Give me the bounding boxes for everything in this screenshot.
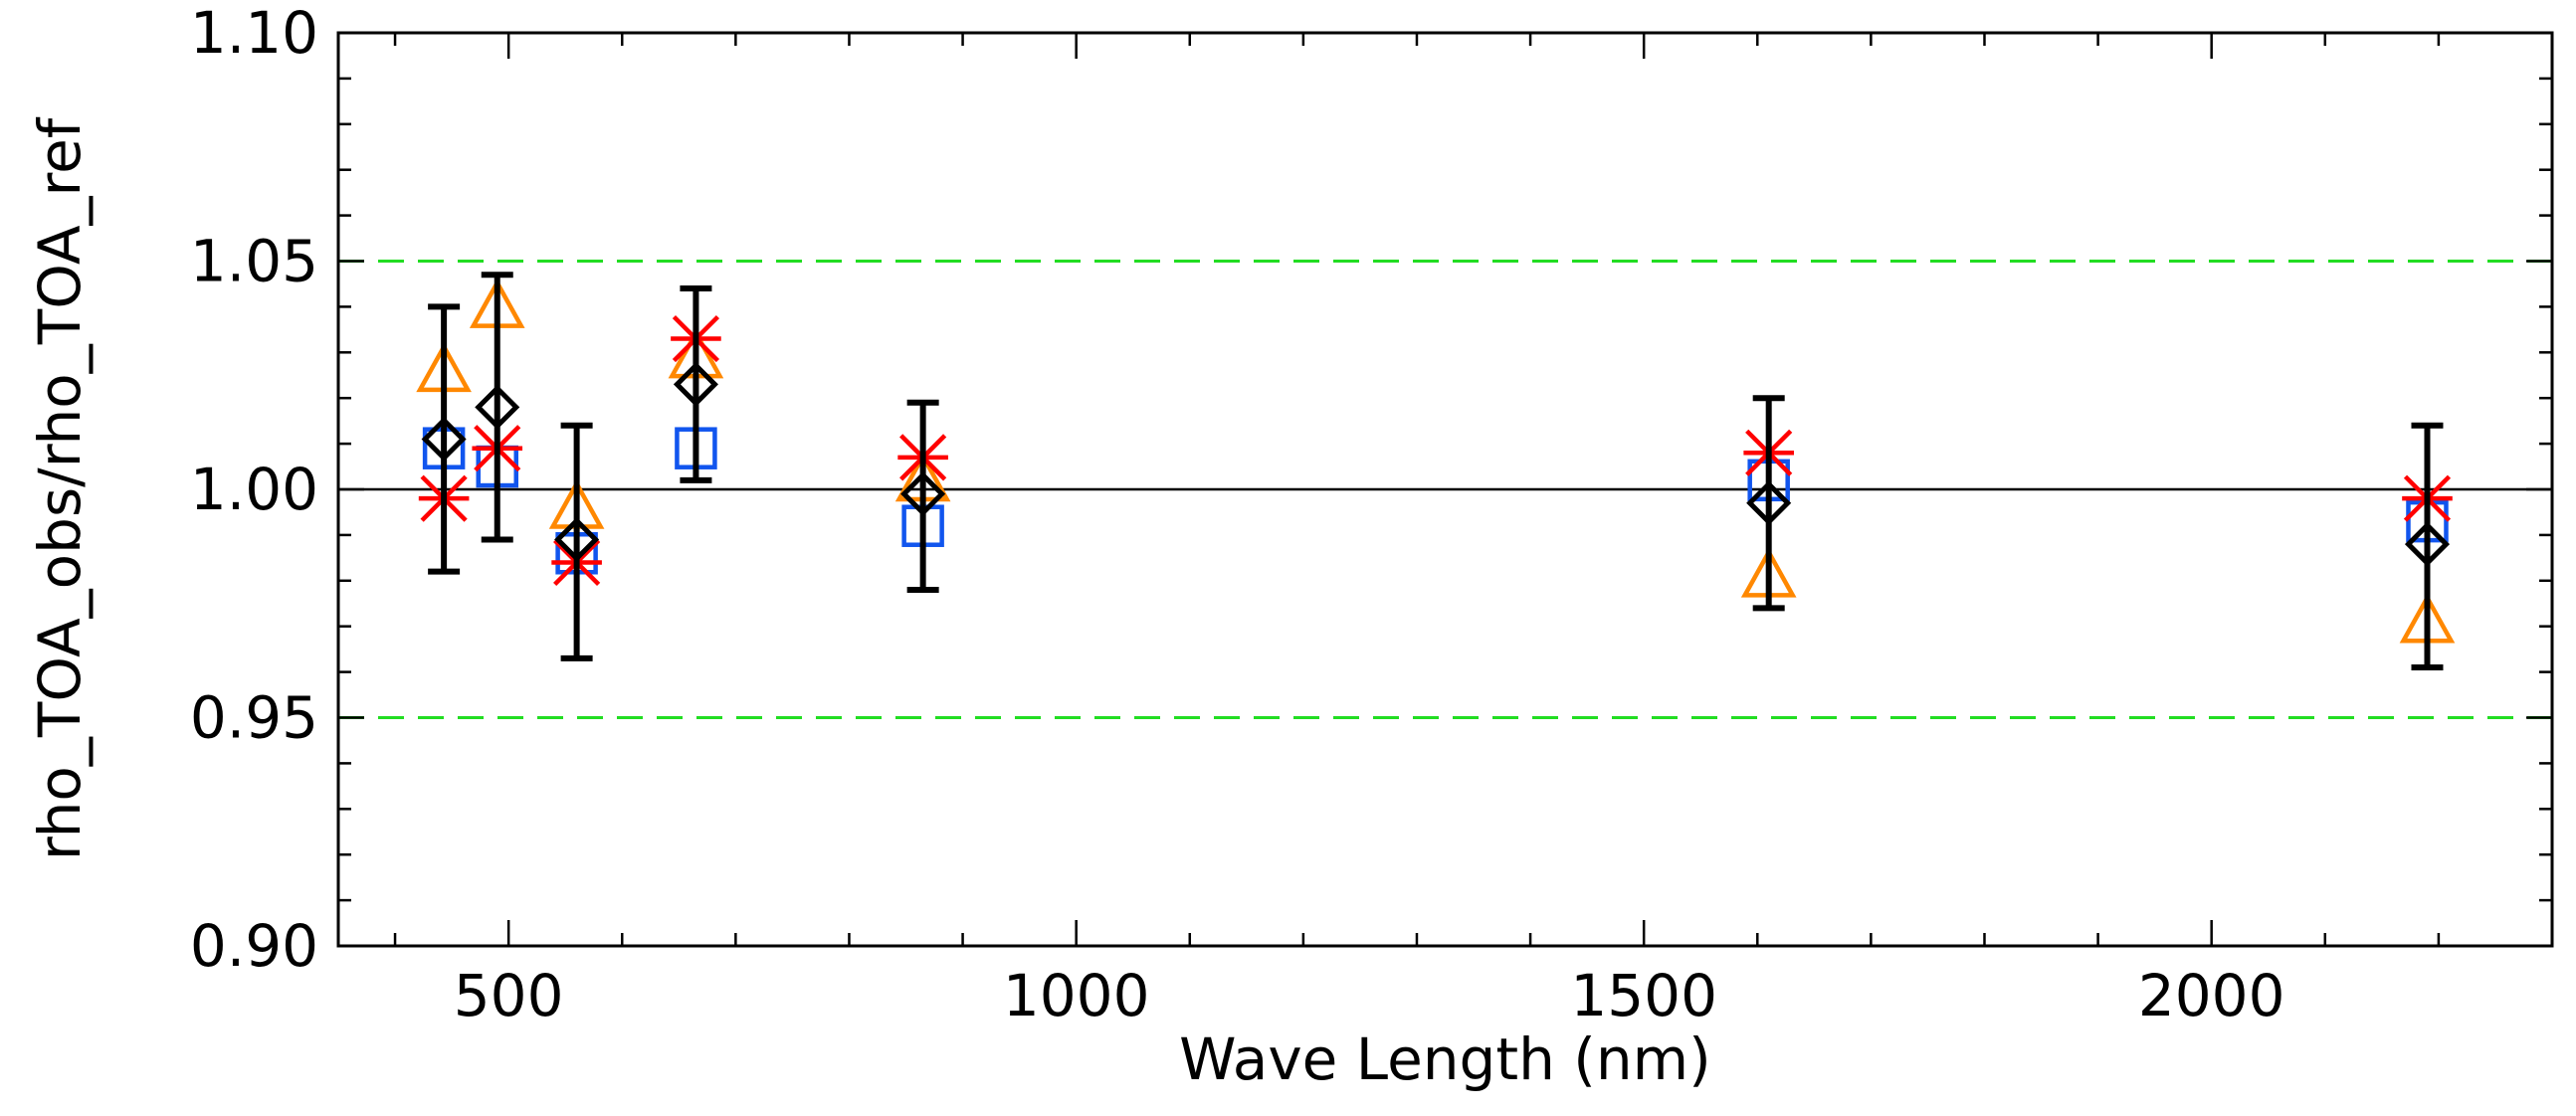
x-tick-label: 1000: [1003, 962, 1150, 1029]
x-tick-label: 1500: [1570, 962, 1717, 1029]
y-tick-label: 1.10: [190, 0, 318, 67]
error-bar: [560, 422, 593, 661]
diamond-marker: [475, 384, 520, 430]
error-bar: [680, 285, 712, 483]
x-tick-label: 2000: [2138, 962, 2285, 1029]
diamond-marker: [673, 361, 718, 407]
x-axis-title: Wave Length (nm): [1179, 1025, 1711, 1093]
y-axis-title: rho_TOA_obs/rho_TOA_ref: [26, 116, 94, 860]
diamond-marker: [1746, 480, 1792, 526]
error-bar: [481, 272, 513, 543]
diamond-marker: [2404, 521, 2451, 567]
data-marks: [416, 272, 2456, 671]
diamond-marker: [900, 471, 946, 517]
diamond-marker: [554, 516, 600, 563]
error-bar: [428, 303, 461, 575]
y-tick-label: 1.05: [190, 228, 318, 295]
y-tick-label: 1.00: [190, 456, 318, 523]
diamond-marker: [421, 416, 467, 463]
error-bar: [1752, 395, 1785, 612]
error-bar: [906, 399, 939, 593]
plot-frame: [336, 31, 2554, 948]
tick-labels: 500 1000 1500 2000 0.90 0.95 1.00 1.05 1.10: [190, 0, 2285, 1029]
axis-ticks: [338, 31, 2554, 948]
x-tick-label: 500: [454, 962, 564, 1029]
error-bar: [2411, 422, 2444, 671]
y-tick-label: 0.95: [190, 684, 318, 752]
y-tick-label: 0.90: [190, 912, 318, 980]
